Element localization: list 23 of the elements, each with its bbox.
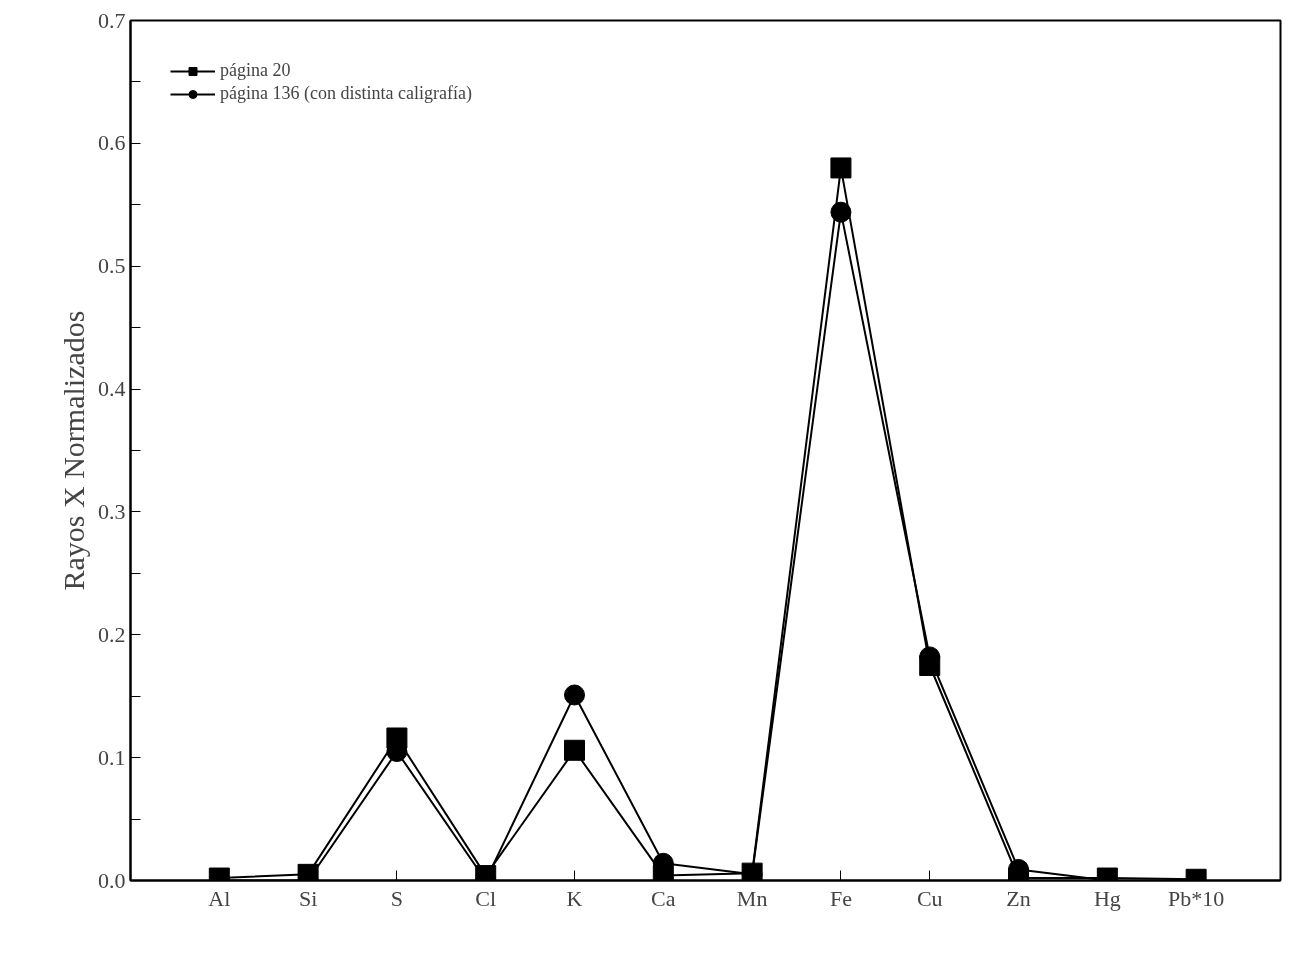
- x-tick-label: Si: [298, 885, 318, 911]
- y-tick-label: 0.2: [98, 621, 126, 647]
- y-tick-label: 0.5: [98, 253, 126, 279]
- x-tick-label: Hg: [1093, 885, 1121, 911]
- x-tick-label: Mn: [736, 885, 768, 911]
- x-tick-label: Fe: [829, 885, 852, 911]
- x-tick-label: K: [566, 885, 583, 911]
- y-tick-label: 0.3: [98, 498, 126, 524]
- legend-label: página 20: [220, 60, 291, 81]
- y-tick-label: 0.1: [98, 744, 126, 770]
- y-tick-label: 0.7: [98, 7, 126, 33]
- y-tick-label: 0.6: [98, 130, 126, 156]
- y-tick-label: 0.4: [98, 376, 126, 402]
- x-tick-label: Zn: [1006, 885, 1031, 911]
- x-tick-label: Pb*10: [1168, 885, 1225, 911]
- y-axis-title: Rayos X Normalizados: [57, 310, 90, 591]
- x-tick-label: Cl: [475, 885, 497, 911]
- y-tick-label: 0.0: [98, 867, 126, 893]
- x-tick-label: Ca: [651, 885, 676, 911]
- x-tick-label: Al: [208, 885, 231, 911]
- x-tick-label: S: [390, 885, 404, 911]
- x-tick-label: Cu: [916, 885, 943, 911]
- legend-label: página 136 (con distinta caligrafía): [220, 83, 472, 104]
